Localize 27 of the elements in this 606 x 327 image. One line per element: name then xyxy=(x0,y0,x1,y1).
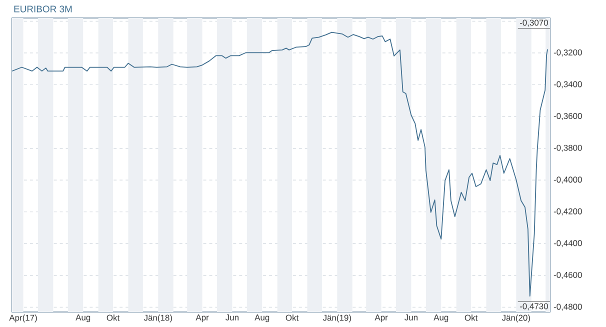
annotation: -0,3070 xyxy=(520,20,548,27)
chart-title: EURIBOR 3M xyxy=(14,6,72,12)
x-tick-label: Okt xyxy=(464,314,478,321)
x-tick-label: Apr xyxy=(196,314,209,322)
y-tick-label: -0,4000 xyxy=(554,176,582,184)
line-series xyxy=(12,32,548,297)
y-tick-label: -0,4600 xyxy=(554,272,582,279)
x-tick-label: Aug xyxy=(254,314,270,322)
x-tick-label: Jun xyxy=(404,314,418,320)
y-tick-label: -0,3800 xyxy=(554,144,582,152)
x-tick-label: Jän(20) xyxy=(502,314,530,322)
y-tick-label: -0,3400 xyxy=(554,81,582,88)
x-tick-label: Okt xyxy=(106,314,120,321)
y-tick-label: -0,3200 xyxy=(554,49,582,56)
annotation: -0,4730 xyxy=(520,303,548,310)
y-tick-label: -0,4200 xyxy=(554,208,582,216)
y-tick-label: -0,3600 xyxy=(554,113,582,120)
x-tick-label: Jän(18) xyxy=(144,314,172,322)
x-tick-label: Aug xyxy=(76,314,90,322)
x-tick-label: Apr xyxy=(374,314,388,322)
x-tick-label: Jän(19) xyxy=(322,314,351,322)
x-tick-label: Apr(17) xyxy=(9,314,37,322)
x-tick-label: Aug xyxy=(434,314,448,322)
x-tick-label: Jun xyxy=(226,314,238,320)
y-tick-label: -0,4800 xyxy=(554,304,582,311)
x-tick-label: Okt xyxy=(286,314,299,321)
y-tick-label: -0,4400 xyxy=(554,240,582,248)
